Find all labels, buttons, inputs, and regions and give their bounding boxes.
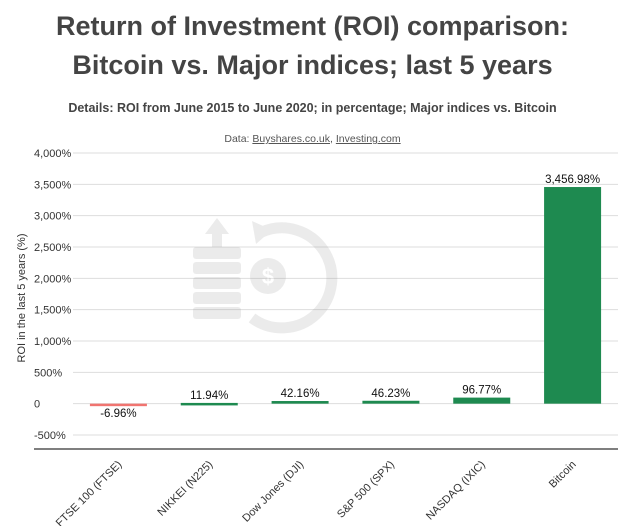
y-tick-label: -500% (34, 430, 66, 442)
category-label-4: NASDAQ (IXIC) (424, 459, 488, 523)
y-axis-tick-labels: -500% 0 500% 1,000% 1,500% 2,000% 2,500% 3,000%… (34, 148, 72, 442)
bars (89, 187, 602, 407)
source-prefix: Data: (224, 133, 253, 145)
category-label-1: NIKKEI (N225) (155, 459, 215, 519)
category-label-5: Bitcoin (547, 459, 579, 491)
chart-subtitle: Details: ROI from June 2015 to June 2020… (68, 101, 557, 115)
data-source: Data: Buyshares.co.uk, Investing.com (0, 133, 625, 145)
investment-growth-icon: $ (193, 218, 338, 334)
y-tick-label: 3,500% (34, 179, 72, 191)
bar-2 (271, 401, 329, 404)
y-tick-label: 4,000% (34, 148, 72, 160)
value-labels: -6.96% 11.94% 42.16% 46.23% 96.77% 3,456.98% (100, 174, 600, 420)
chart-title-line-2: Bitcoin vs. Major indices; last 5 years (72, 50, 553, 80)
bar-0 (89, 403, 147, 407)
y-axis-title: ROI in the last 5 years (%) (16, 234, 28, 363)
grid-lines (73, 152, 618, 436)
category-label-0: FTSE 100 (FTSE) (54, 459, 125, 526)
bar-5 (544, 187, 602, 404)
value-label-1: 11.94% (190, 390, 228, 402)
svg-text:$: $ (262, 264, 274, 289)
category-label-3: S&P 500 (SPX) (335, 459, 397, 521)
x-axis-category-labels: FTSE 100 (FTSE) NIKKEI (N225) Dow Jones (D… (54, 459, 579, 526)
value-label-3: 46.23% (371, 388, 410, 400)
bar-3 (362, 400, 420, 404)
y-tick-label: 3,000% (34, 211, 72, 223)
chart-title-line-1: Return of Investment (ROI) comparison: (55, 11, 570, 41)
source-link-investing[interactable]: Investing.com (335, 133, 401, 145)
value-label-4: 96.77% (462, 385, 501, 397)
source-separator: , (330, 133, 336, 145)
source-link-buyshares[interactable]: Buyshares.co.uk (252, 133, 330, 145)
y-tick-label: 0 (34, 399, 40, 411)
value-label-2: 42.16% (281, 388, 320, 400)
y-tick-label: 500% (34, 367, 62, 379)
y-tick-label: 2,000% (34, 273, 72, 285)
value-label-0: -6.96% (100, 408, 136, 420)
value-label-5: 3,456.98% (545, 174, 600, 186)
y-tick-label: 1,000% (34, 336, 72, 348)
bar-1 (180, 402, 238, 406)
y-tick-label: 2,500% (34, 242, 72, 254)
y-tick-label: 1,500% (34, 305, 72, 317)
bar-4 (453, 397, 511, 404)
category-label-2: Dow Jones (DJI) (240, 459, 306, 525)
